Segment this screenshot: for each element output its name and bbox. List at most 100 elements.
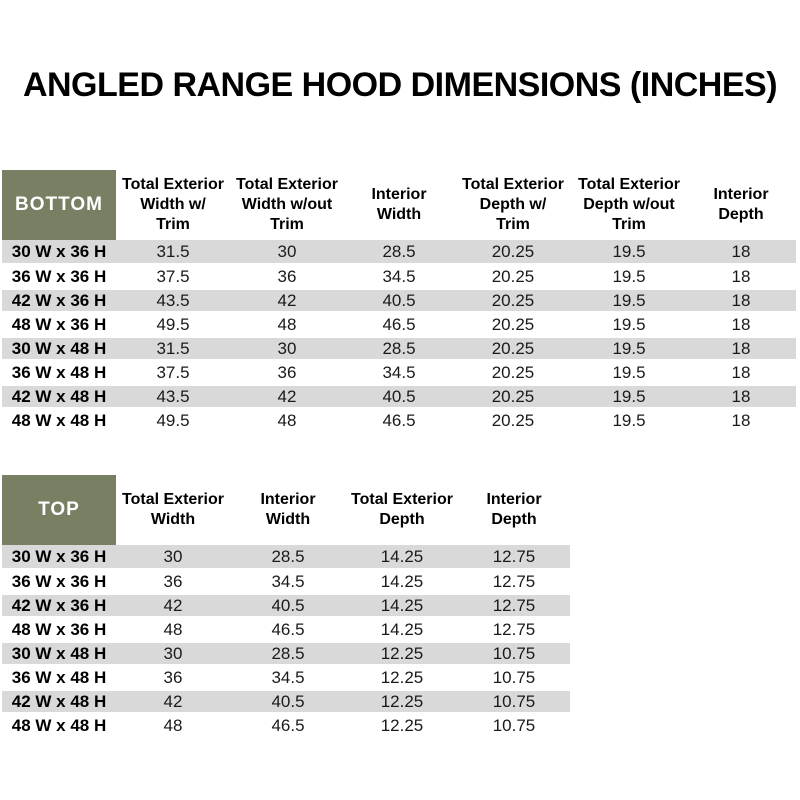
dimension-value: 19.5 — [572, 408, 686, 434]
dimension-value: 18 — [686, 240, 796, 266]
dimension-value: 12.25 — [346, 689, 458, 715]
dimension-value: 37.5 — [116, 360, 230, 386]
table-row: 30 W x 36 H 31.5 30 28.5 20.25 19.5 18 — [2, 240, 796, 266]
row-label: 30 W x 36 H — [2, 545, 116, 571]
dimension-value: 18 — [686, 264, 796, 290]
dimension-value: 36 — [230, 360, 344, 386]
table-corner-label: TOP — [2, 475, 116, 545]
dimension-value: 31.5 — [116, 240, 230, 266]
row-label: 30 W x 48 H — [2, 641, 116, 667]
header-row: TOP Total Exterior Width Interior Width Tot… — [2, 475, 570, 545]
dimension-value: 30 — [230, 240, 344, 266]
row-label: 36 W x 36 H — [2, 264, 116, 290]
dimension-value: 46.5 — [344, 312, 454, 338]
dimension-value: 20.25 — [454, 384, 572, 410]
dimension-value: 40.5 — [344, 384, 454, 410]
dimension-value: 19.5 — [572, 264, 686, 290]
column-header: Total Exterior Width — [116, 475, 230, 545]
dimension-value: 36 — [116, 665, 230, 691]
column-header: Interior Width — [344, 170, 454, 240]
dimension-value: 18 — [686, 408, 796, 434]
top-dimensions-table: TOP Total Exterior Width Interior Width Tot… — [2, 475, 570, 739]
row-label: 48 W x 36 H — [2, 617, 116, 643]
dimension-value: 42 — [230, 288, 344, 314]
dimension-value: 14.25 — [346, 617, 458, 643]
dimension-value: 12.25 — [346, 713, 458, 739]
dimension-value: 12.75 — [458, 569, 570, 595]
dimension-value: 20.25 — [454, 288, 572, 314]
dimension-value: 48 — [230, 408, 344, 434]
table-row: 48 W x 36 H 49.5 48 46.5 20.25 19.5 18 — [2, 312, 796, 338]
table-row: 36 W x 48 H 37.5 36 34.5 20.25 19.5 18 — [2, 360, 796, 386]
dimension-value: 12.25 — [346, 665, 458, 691]
dimension-value: 12.75 — [458, 617, 570, 643]
dimension-value: 14.25 — [346, 545, 458, 571]
dimension-value: 30 — [230, 336, 344, 362]
table-row: 48 W x 36 H 48 46.5 14.25 12.75 — [2, 617, 570, 643]
dimension-value: 19.5 — [572, 384, 686, 410]
column-header: Total Exterior Width w/ Trim — [116, 170, 230, 240]
dimension-value: 20.25 — [454, 408, 572, 434]
dimension-value: 42 — [230, 384, 344, 410]
dimension-value: 18 — [686, 360, 796, 386]
column-header: Total Exterior Depth w/ Trim — [454, 170, 572, 240]
dimension-value: 34.5 — [344, 264, 454, 290]
dimension-value: 19.5 — [572, 360, 686, 386]
dimension-value: 40.5 — [230, 689, 346, 715]
row-label: 42 W x 36 H — [2, 593, 116, 619]
dimension-value: 40.5 — [230, 593, 346, 619]
row-label: 36 W x 36 H — [2, 569, 116, 595]
dimension-value: 46.5 — [230, 713, 346, 739]
dimension-value: 20.25 — [454, 336, 572, 362]
row-label: 30 W x 36 H — [2, 240, 116, 266]
dimension-value: 19.5 — [572, 240, 686, 266]
row-label: 48 W x 48 H — [2, 408, 116, 434]
bottom-dimensions-table: BOTTOM Total Exterior Width w/ Trim Total … — [2, 170, 796, 434]
dimension-value: 46.5 — [230, 617, 346, 643]
dimension-value: 48 — [116, 713, 230, 739]
dimension-value: 18 — [686, 384, 796, 410]
dimension-value: 36 — [116, 569, 230, 595]
dimension-value: 48 — [116, 617, 230, 643]
dimension-value: 20.25 — [454, 312, 572, 338]
dimension-value: 42 — [116, 593, 230, 619]
dimension-value: 49.5 — [116, 408, 230, 434]
dimension-value: 28.5 — [230, 545, 346, 571]
dimension-value: 12.25 — [346, 641, 458, 667]
dimension-value: 20.25 — [454, 264, 572, 290]
column-header: Interior Depth — [458, 475, 570, 545]
page-title: ANGLED RANGE HOOD DIMENSIONS (INCHES) — [22, 66, 778, 104]
table-row: 36 W x 36 H 36 34.5 14.25 12.75 — [2, 569, 570, 595]
dimension-value: 10.75 — [458, 713, 570, 739]
column-header: Total Exterior Depth w/out Trim — [572, 170, 686, 240]
dimension-value: 31.5 — [116, 336, 230, 362]
dimension-value: 28.5 — [230, 641, 346, 667]
row-label: 36 W x 48 H — [2, 360, 116, 386]
table-row: 48 W x 48 H 49.5 48 46.5 20.25 19.5 18 — [2, 408, 796, 434]
dimension-value: 19.5 — [572, 312, 686, 338]
dimension-value: 10.75 — [458, 689, 570, 715]
dimension-value: 18 — [686, 312, 796, 338]
dimension-value: 12.75 — [458, 545, 570, 571]
dimension-value: 14.25 — [346, 569, 458, 595]
dimension-value: 14.25 — [346, 593, 458, 619]
dimension-value: 10.75 — [458, 641, 570, 667]
dimension-value: 36 — [230, 264, 344, 290]
dimension-value: 34.5 — [230, 569, 346, 595]
dimension-value: 20.25 — [454, 240, 572, 266]
column-header: Total Exterior Depth — [346, 475, 458, 545]
table-row: 42 W x 48 H 43.5 42 40.5 20.25 19.5 18 — [2, 384, 796, 410]
row-label: 36 W x 48 H — [2, 665, 116, 691]
column-header: Interior Depth — [686, 170, 796, 240]
table-row: 42 W x 36 H 43.5 42 40.5 20.25 19.5 18 — [2, 288, 796, 314]
table-row: 36 W x 36 H 37.5 36 34.5 20.25 19.5 18 — [2, 264, 796, 290]
table-row: 48 W x 48 H 48 46.5 12.25 10.75 — [2, 713, 570, 739]
dimension-value: 43.5 — [116, 288, 230, 314]
dimension-value: 28.5 — [344, 240, 454, 266]
dimension-value: 40.5 — [344, 288, 454, 314]
row-label: 30 W x 48 H — [2, 336, 116, 362]
dimension-value: 49.5 — [116, 312, 230, 338]
dimension-value: 19.5 — [572, 336, 686, 362]
table-row: 42 W x 48 H 42 40.5 12.25 10.75 — [2, 689, 570, 715]
dimension-value: 10.75 — [458, 665, 570, 691]
